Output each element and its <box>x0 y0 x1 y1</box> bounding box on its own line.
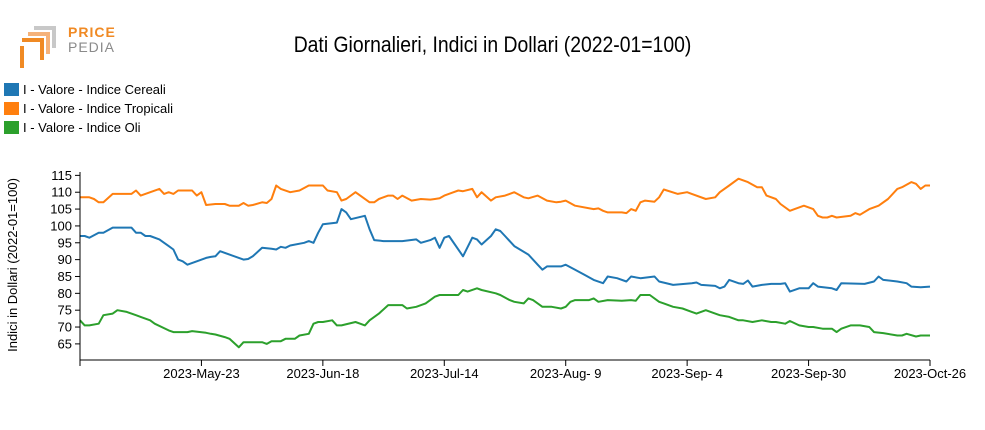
series-line-2 <box>80 177 930 219</box>
legend-swatch-oli <box>4 121 19 134</box>
x-tick-label: 2023-Sep-30 <box>771 366 846 381</box>
legend-item-tropicali: I - Valore - Indice Tropicali <box>4 99 173 118</box>
y-tick-label: 115 <box>51 168 72 183</box>
y-tick-label: 65 <box>58 336 72 351</box>
y-tick-label: 75 <box>58 303 72 318</box>
legend-label-cereali: I - Valore - Indice Cereali <box>23 82 166 97</box>
logo-mark <box>20 26 56 68</box>
legend-label-oli: I - Valore - Indice Oli <box>23 120 141 135</box>
logo-text-price: PRICE <box>68 24 116 40</box>
legend-swatch-cereali <box>4 83 19 96</box>
legend-item-oli: I - Valore - Indice Oli <box>4 118 173 137</box>
y-axis-label: Indici in Dollari (2022-01=100) <box>5 178 20 352</box>
series-line-1 <box>80 208 931 293</box>
x-tick-label: 2023-Sep- 4 <box>651 366 723 381</box>
series-layer <box>79 177 931 349</box>
y-tick-label: 90 <box>58 252 72 267</box>
legend-item-cereali: I - Valore - Indice Cereali <box>4 80 173 99</box>
x-tick-label: 2023-May-23 <box>163 366 240 381</box>
pricepedia-logo: PRICE PEDIA <box>20 24 130 72</box>
y-tick-label: 110 <box>51 185 72 200</box>
chart-legend: I - Valore - Indice Cereali I - Valore -… <box>4 80 173 137</box>
y-tick-label: 105 <box>50 202 72 217</box>
x-tick-label: 2023-Oct-26 <box>894 366 966 381</box>
logo-text-pedia: PEDIA <box>68 39 116 55</box>
series-line-3 <box>79 287 930 349</box>
y-tick-label: 80 <box>58 286 72 301</box>
y-tick-label: 95 <box>58 235 72 250</box>
chart-title: Dati Giornalieri, Indici in Dollari (202… <box>293 32 692 57</box>
y-tick-label: 100 <box>50 218 72 233</box>
legend-swatch-tropicali <box>4 102 19 115</box>
legend-label-tropicali: I - Valore - Indice Tropicali <box>23 101 174 116</box>
y-tick-label: 70 <box>58 320 72 335</box>
x-tick-label: 2023-Jun-18 <box>286 366 359 381</box>
y-tick-label: 85 <box>58 269 72 284</box>
x-tick-label: 2023-Jul-14 <box>410 366 479 381</box>
x-tick-label: 2023-Aug- 9 <box>530 366 602 381</box>
